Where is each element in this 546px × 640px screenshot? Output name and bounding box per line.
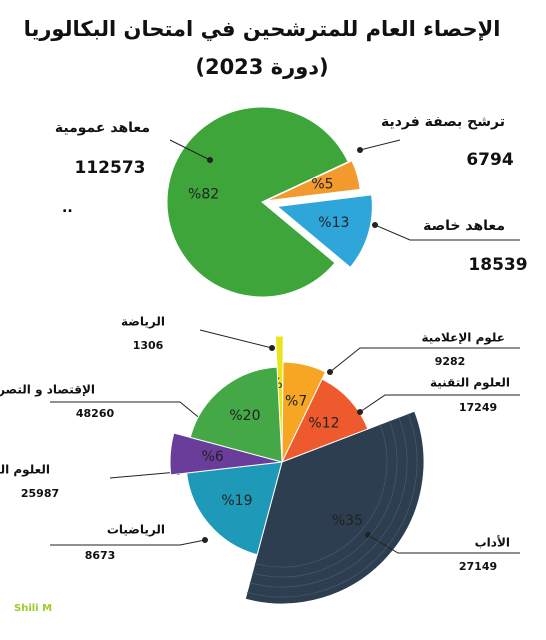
count-label: 1306 — [133, 339, 164, 352]
category-label: علوم الإعلامية — [421, 331, 505, 346]
leader-dot — [357, 147, 363, 153]
leader-dot — [202, 537, 208, 543]
count-label: 48260 — [76, 407, 115, 420]
percent-label: %20 — [229, 408, 260, 424]
category-label: معاهد خاصة — [423, 218, 505, 234]
count-label: 6794 — [466, 150, 513, 170]
category-label: ترشح بصفة فردية — [381, 114, 505, 130]
category-label: الإقتصاد و التصرف — [0, 383, 95, 398]
category-label: معاهد عمومية — [55, 120, 150, 136]
category-label: الرياضيات — [107, 523, 165, 537]
pie-slice — [281, 378, 369, 463]
category-label: العلوم التجريبية — [0, 463, 50, 478]
pie-slice — [189, 366, 283, 463]
leader-line — [374, 224, 520, 241]
pie-slice — [186, 461, 283, 556]
percent-label: %7 — [285, 394, 307, 410]
leader-line — [359, 139, 401, 151]
pie-slice — [281, 361, 327, 463]
percent-label: %12 — [308, 415, 339, 431]
title: الإحصاء العام للمترشحين في امتحان البكال… — [24, 17, 501, 41]
leader-dot — [357, 409, 363, 415]
count-label: 9282 — [435, 355, 466, 368]
category-label: العلوم التقنية — [430, 376, 510, 391]
leader-dot — [269, 345, 275, 351]
ring — [249, 417, 408, 588]
pie-slice — [276, 194, 373, 269]
percent-label: %19 — [221, 493, 252, 509]
leader-dot — [372, 222, 378, 228]
annotation: .. — [62, 200, 73, 216]
percent-label: %5 — [311, 177, 333, 193]
leader-dot — [207, 157, 213, 163]
leader-line — [199, 329, 273, 349]
leader-dot — [327, 369, 333, 375]
watermark: Shili M — [14, 603, 52, 614]
percent-label: %82 — [188, 186, 219, 202]
percent-label: %6 — [202, 449, 224, 465]
leader-line — [359, 394, 520, 413]
pie-slice — [166, 106, 349, 298]
category-label: الرياضة — [121, 315, 165, 329]
percent-label: %35 — [332, 513, 363, 529]
count-label: 18539 — [468, 255, 527, 275]
pie-slice — [169, 432, 283, 476]
count-label: 112573 — [75, 158, 146, 178]
count-label: 8673 — [85, 549, 116, 562]
leader-line — [50, 401, 209, 426]
count-label: 25987 — [21, 487, 59, 500]
pie-slice — [265, 160, 361, 202]
ring — [246, 413, 418, 598]
leader-line — [50, 539, 206, 546]
leader-line — [367, 534, 520, 554]
subtitle: (دورة 2023) — [195, 55, 328, 79]
leader-line — [329, 347, 520, 373]
count-label: 27149 — [459, 560, 497, 573]
percent-label: %13 — [318, 215, 349, 231]
leader-dot — [365, 532, 371, 538]
count-label: 17249 — [459, 401, 497, 414]
ring — [254, 424, 388, 568]
leader-line — [109, 471, 179, 479]
leader-line — [169, 139, 211, 161]
category-label: الأداب — [475, 535, 510, 550]
ring — [252, 420, 398, 578]
